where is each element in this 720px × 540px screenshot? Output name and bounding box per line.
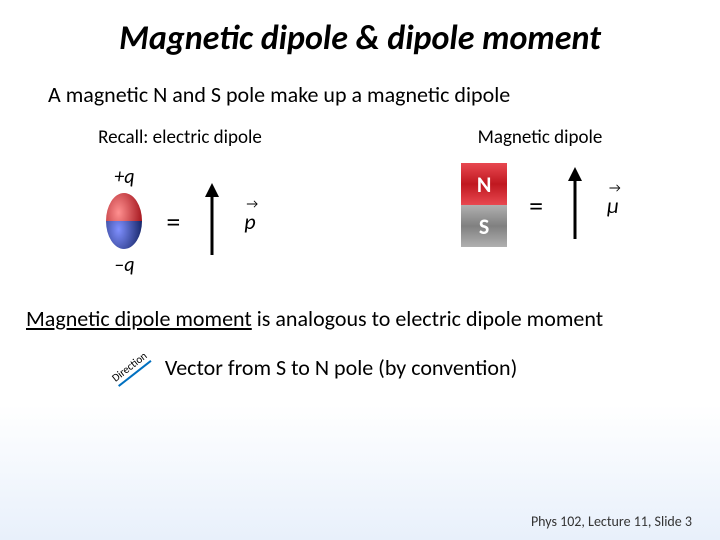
equals-sign-2: = (529, 188, 543, 223)
slide-subtitle: A magnetic N and S pole make up a magnet… (48, 81, 720, 108)
moment-underlined: Magnetic dipole moment (26, 305, 252, 332)
south-pole: S (461, 205, 507, 247)
p-vector-label: p (244, 208, 255, 235)
up-arrow-icon-2 (565, 167, 585, 243)
negative-charge-label: –q (114, 253, 134, 277)
electric-dipole-group: +q (104, 163, 255, 279)
slide-title: Magnetic dipole & dipole moment (0, 0, 720, 59)
up-arrow-icon (202, 183, 222, 259)
magnetic-dipole-group: N S = μ (461, 163, 619, 247)
moment-rest: is analogous to electric dipole moment (252, 305, 603, 332)
magnetic-label: Magnetic dipole (478, 126, 603, 149)
electric-label: Recall: electric dipole (98, 126, 262, 149)
magnetic-dipole-column: Magnetic dipole N S = μ (360, 126, 720, 279)
direction-tag: Direction (109, 349, 151, 387)
charge-stack: +q (104, 163, 144, 279)
slide-footer: Phys 102, Lecture 11, Slide 3 (531, 513, 692, 530)
electric-dipole-column: Recall: electric dipole +q (0, 126, 360, 279)
mu-vector-label: μ (607, 192, 619, 219)
diagram-row: Recall: electric dipole +q (0, 126, 720, 279)
equals-sign: = (166, 204, 180, 239)
vector-line: Direction Vector from S to N pole (by co… (110, 354, 720, 381)
magnet-stack: N S (461, 163, 507, 247)
positive-charge-label: +q (114, 165, 134, 189)
moment-sentence: Magnetic dipole moment is analogous to e… (26, 305, 720, 332)
electric-dipole-icon (104, 191, 144, 251)
north-pole: N (461, 163, 507, 205)
vector-convention-text: Vector from S to N pole (by convention) (165, 354, 517, 381)
